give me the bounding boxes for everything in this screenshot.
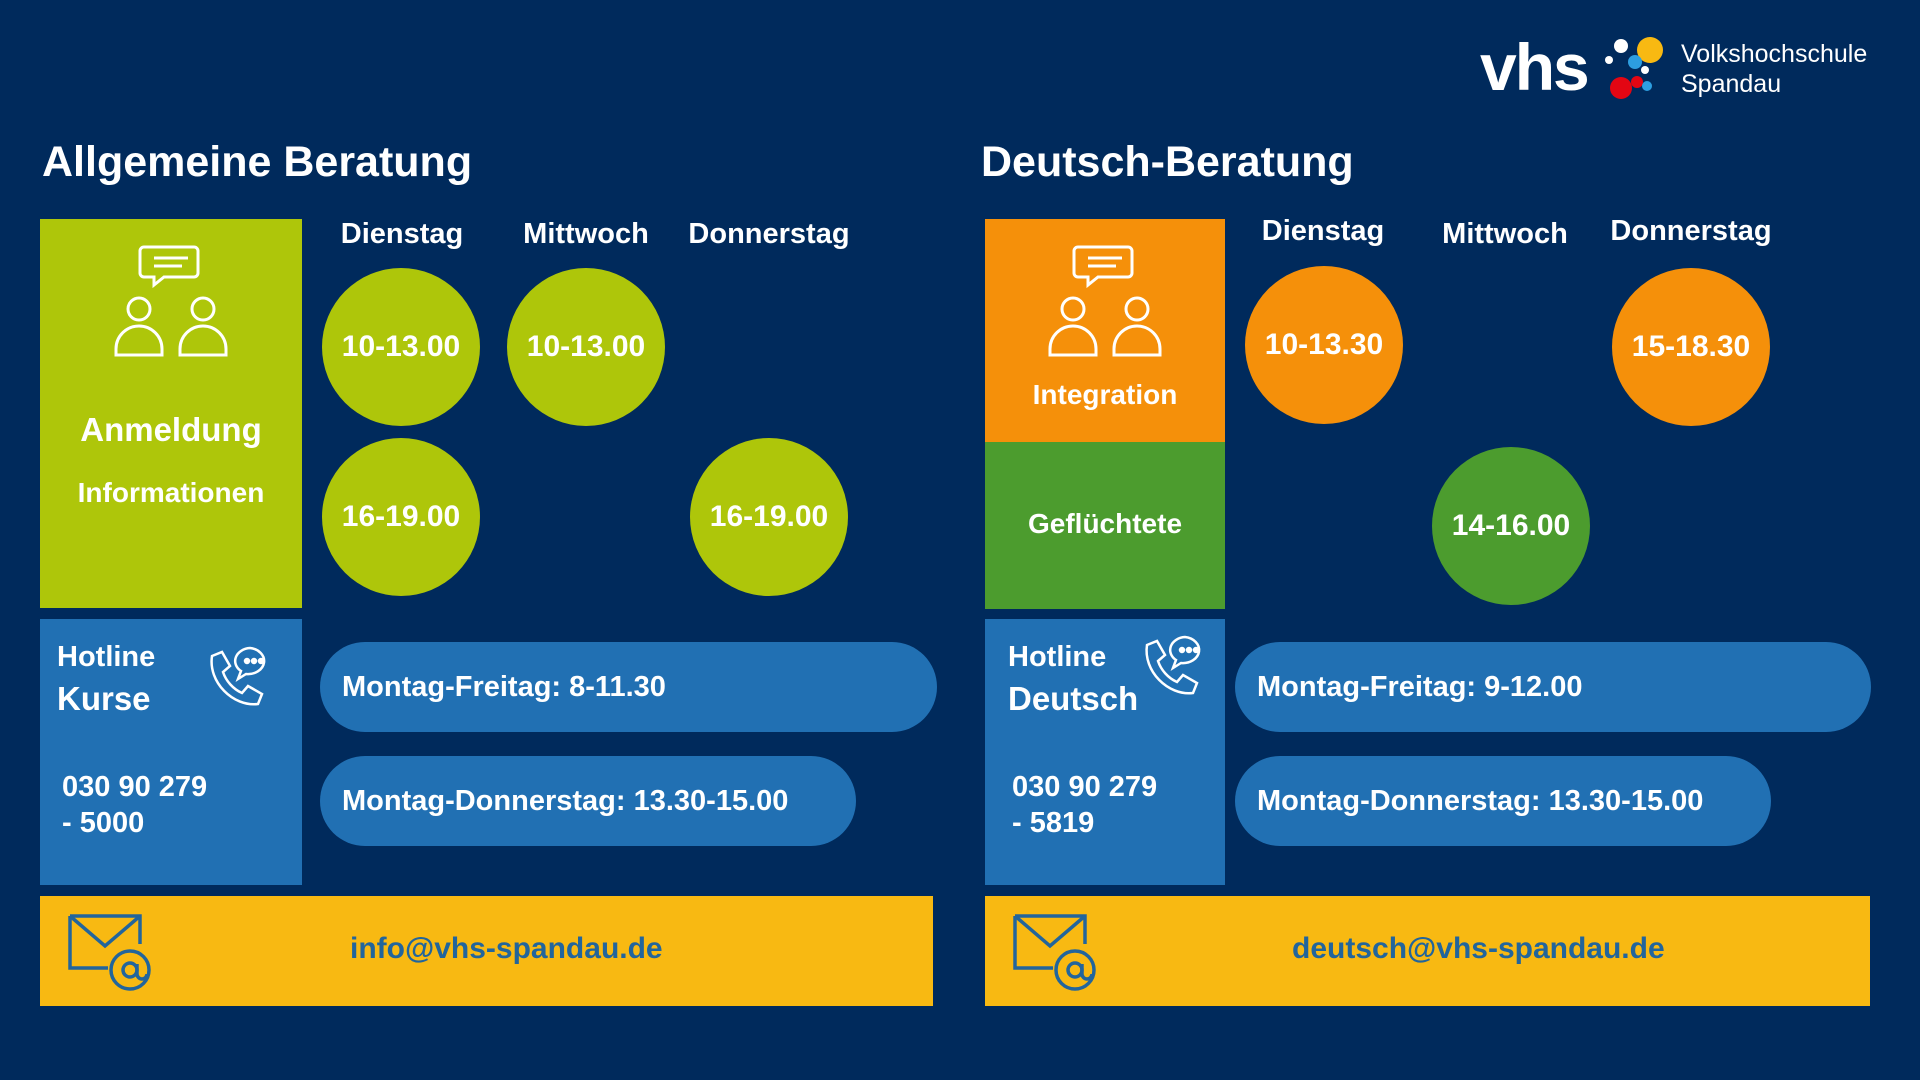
slot-thursday: 15-18.30	[1612, 268, 1770, 426]
people-chat-icon	[114, 245, 228, 357]
anmeldung-title: Anmeldung	[80, 411, 262, 448]
integration-title: Integration	[1032, 379, 1178, 410]
hotline-topic: Deutsch	[1008, 680, 1139, 717]
refugees-box: Geflüchtete	[985, 442, 1225, 609]
slot-wednesday-morning: 10-13.00	[507, 268, 665, 426]
hours-mon-fri: Montag-Freitag: 8-11.30	[320, 642, 937, 732]
phone-chat-icon	[210, 646, 266, 706]
refugees-title: Geflüchtete	[1027, 508, 1183, 539]
slot-wednesday: 14-16.00	[1432, 447, 1590, 605]
hotline-label: Hotline	[1008, 641, 1107, 673]
day-mittwoch: Mittwoch	[523, 218, 649, 250]
hotline-topic: Kurse	[57, 680, 151, 717]
slot-tuesday: 10-13.30	[1245, 266, 1403, 424]
slot-tuesday-evening: 16-19.00	[322, 438, 480, 596]
slot-thursday-evening: 16-19.00	[690, 438, 848, 596]
day-donnerstag: Donnerstag	[1610, 215, 1772, 247]
slot-tuesday-morning: 10-13.00	[322, 268, 480, 426]
email-address[interactable]: deutsch@vhs-spandau.de	[1292, 932, 1665, 965]
people-chat-icon	[1048, 245, 1162, 357]
email-bar-info: info@vhs-spandau.de	[40, 896, 933, 1006]
hotline-label: Hotline	[57, 641, 156, 673]
allgemein-heading: Allgemeine Beratung	[42, 138, 473, 186]
email-bar-deutsch: deutsch@vhs-spandau.de	[985, 896, 1870, 1006]
anmeldung-subtitle: Informationen	[77, 477, 265, 508]
email-address[interactable]: info@vhs-spandau.de	[350, 932, 663, 965]
day-mittwoch: Mittwoch	[1442, 218, 1568, 250]
phone-number-line1: 030 90 279	[62, 771, 208, 803]
logo-dots-icon	[1605, 37, 1663, 99]
mail-at-icon	[1013, 914, 1096, 991]
hours-mon-thu: Montag-Donnerstag: 13.30-15.00	[320, 756, 856, 846]
mail-at-icon	[68, 914, 151, 991]
phone-number-line2: - 5000	[62, 807, 145, 839]
day-donnerstag: Donnerstag	[688, 218, 850, 250]
phone-number-line2: - 5819	[1012, 807, 1095, 839]
day-dienstag: Dienstag	[340, 218, 464, 250]
logo-line2: Spandau	[1681, 70, 1782, 98]
integration-box: Integration	[985, 219, 1225, 442]
day-dienstag: Dienstag	[1261, 215, 1385, 247]
vhs-logo: vhs Volkshochschule Spandau	[1480, 30, 1900, 110]
hours-mon-fri: Montag-Freitag: 9-12.00	[1235, 642, 1871, 732]
phone-number-line1: 030 90 279	[1012, 771, 1158, 803]
phone-chat-icon	[1145, 635, 1201, 695]
hotline-deutsch-box: Hotline Deutsch 030 90 279 - 5819	[985, 619, 1225, 885]
logo-line1: Volkshochschule	[1681, 40, 1868, 68]
anmeldung-box: Anmeldung Informationen	[40, 219, 302, 608]
deutsch-heading: Deutsch-Beratung	[981, 138, 1354, 186]
hotline-kurse-box: Hotline Kurse 030 90 279 - 5000	[40, 619, 302, 885]
logo-wordmark: vhs	[1480, 30, 1590, 104]
hours-mon-thu: Montag-Donnerstag: 13.30-15.00	[1235, 756, 1771, 846]
